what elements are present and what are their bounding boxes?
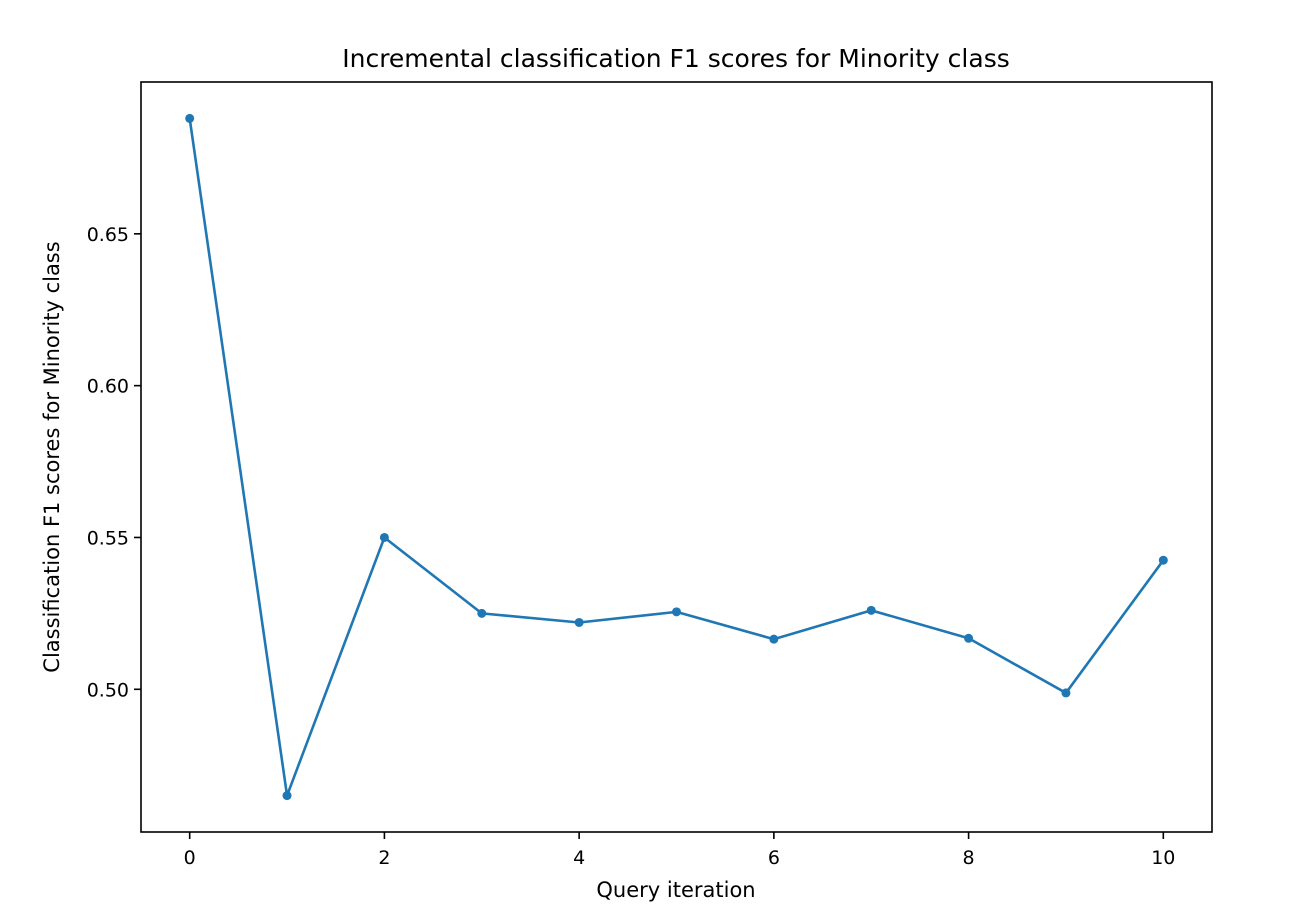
x-axis-label: Query iteration — [596, 878, 755, 902]
x-tick-label: 0 — [184, 847, 196, 869]
x-tick-label: 10 — [1151, 847, 1175, 869]
plot-frame — [140, 81, 1213, 833]
data-point — [477, 608, 487, 618]
x-tick-label: 2 — [378, 847, 390, 869]
data-point — [964, 633, 974, 643]
data-point — [1158, 555, 1168, 565]
data-point — [1061, 688, 1071, 698]
x-tick-label: 4 — [573, 847, 585, 869]
series-line — [188, 116, 1166, 797]
series-group — [185, 113, 1168, 801]
x-tick-label: 8 — [963, 847, 975, 869]
y-tick-label: 0.65 — [87, 224, 129, 246]
data-point — [574, 617, 584, 627]
x-axis: 0 2 4 6 8 10 — [184, 832, 1175, 869]
y-axis: 0.50 0.55 0.60 0.65 — [87, 224, 141, 701]
y-axis-label: Classification F1 scores for Minority cl… — [40, 241, 64, 672]
x-tick-label: 6 — [768, 847, 780, 869]
data-point — [672, 607, 681, 617]
data-point — [379, 532, 389, 542]
data-point — [282, 791, 292, 801]
chart-title: Incremental classification F1 scores for… — [342, 44, 1010, 73]
y-tick-label: 0.60 — [87, 376, 129, 398]
data-point — [769, 634, 779, 644]
data-point — [185, 113, 195, 123]
y-tick-label: 0.50 — [87, 679, 129, 701]
y-tick-label: 0.55 — [87, 527, 129, 549]
data-point — [866, 605, 876, 615]
